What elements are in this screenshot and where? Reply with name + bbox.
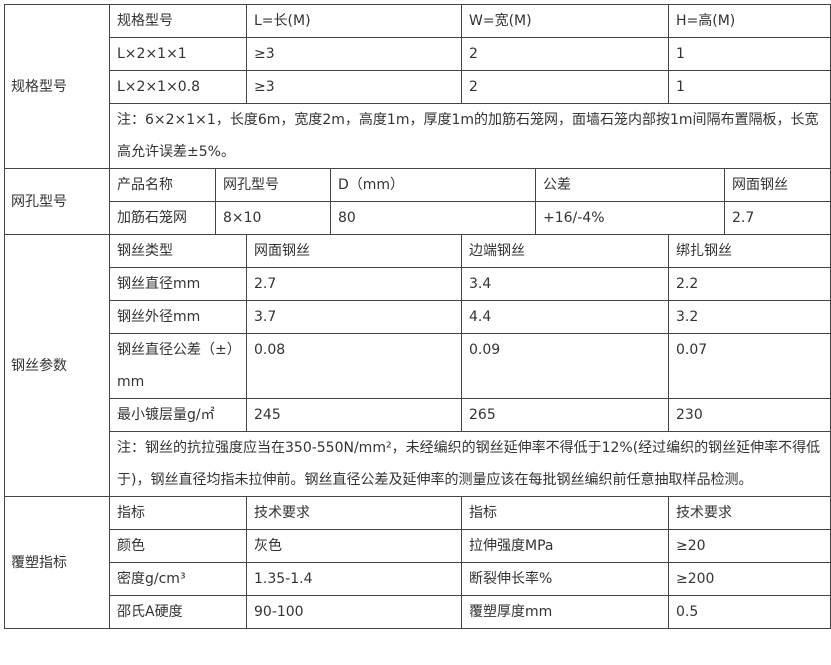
table-row: 密度g/cm³ 1.35-1.4 断裂伸长率% ≥200: [5, 562, 831, 596]
cell: 3.4: [461, 267, 669, 301]
cell: 断裂伸长率%: [461, 562, 669, 596]
cell: 230: [668, 398, 831, 432]
cell: 2.7: [724, 201, 831, 235]
cell: 2.2: [668, 267, 831, 301]
cell: 钢丝直径公差（±）mm: [109, 333, 247, 399]
cell: 灰色: [246, 529, 462, 563]
cell: 1: [668, 37, 831, 71]
header-cell: 钢丝类型: [109, 234, 247, 268]
cell: 3.2: [668, 300, 831, 334]
header-cell: 指标: [461, 496, 669, 530]
cell: +16/-4%: [535, 201, 725, 235]
header-cell: 绑扎钢丝: [668, 234, 831, 268]
mesh-table: 网孔型号 产品名称 网孔型号 D（mm） 公差 网面钢丝 加筋石笼网 8×10 …: [4, 168, 831, 235]
header-cell: 技术要求: [246, 496, 462, 530]
cell: 覆塑厚度mm: [461, 595, 669, 629]
cell: 0.5: [668, 595, 831, 629]
cell: 钢丝直径mm: [109, 267, 247, 301]
note: 注：6×2×1×1，长度6m，宽度2m，高度1m，厚度1m的加筋石笼网，面墙石笼…: [109, 103, 831, 169]
table-row: 最小镀层量g/㎡ 245 265 230: [5, 398, 831, 432]
header-cell: 规格型号: [109, 4, 247, 38]
header-cell: 边端钢丝: [461, 234, 669, 268]
cell: 265: [461, 398, 669, 432]
section-label: 覆塑指标: [4, 496, 110, 629]
header-cell: 网面钢丝: [246, 234, 462, 268]
header-cell: D（mm）: [330, 168, 536, 202]
wire-coating-table: 钢丝参数 钢丝类型 网面钢丝 边端钢丝 绑扎钢丝 钢丝直径mm 2.7 3.4 …: [4, 234, 831, 629]
cell: 80: [330, 201, 536, 235]
header-cell: W=宽(M): [461, 4, 669, 38]
table-row: L×2×1×1 ≥3 2 1: [5, 37, 831, 71]
cell: 8×10: [215, 201, 331, 235]
section-label: 网孔型号: [4, 168, 110, 235]
table-row: 加筋石笼网 8×10 80 +16/-4% 2.7: [5, 201, 831, 235]
section-label: 钢丝参数: [4, 234, 110, 497]
cell: ≥3: [246, 37, 462, 71]
cell: L×2×1×0.8: [109, 70, 247, 104]
cell: 0.09: [461, 333, 669, 399]
header-cell: H=高(M): [668, 4, 831, 38]
header-cell: 技术要求: [668, 496, 831, 530]
cell: 2: [461, 37, 669, 71]
header-cell: 网面钢丝: [724, 168, 831, 202]
spec-document: 规格型号 规格型号 L=长(M) W=宽(M) H=高(M) L×2×1×1 ≥…: [4, 4, 831, 629]
spec-table: 规格型号 规格型号 L=长(M) W=宽(M) H=高(M) L×2×1×1 ≥…: [4, 4, 831, 169]
table-row: 钢丝直径mm 2.7 3.4 2.2: [5, 267, 831, 301]
table-row: 钢丝外径mm 3.7 4.4 3.2: [5, 300, 831, 334]
cell: 3.7: [246, 300, 462, 334]
table-row: 覆塑指标 指标 技术要求 指标 技术要求: [4, 496, 831, 629]
cell: 90-100: [246, 595, 462, 629]
section-label: 规格型号: [4, 4, 110, 169]
cell: ≥20: [668, 529, 831, 563]
cell: 加筋石笼网: [109, 201, 216, 235]
table-row: 钢丝参数 钢丝类型 网面钢丝 边端钢丝 绑扎钢丝: [4, 234, 831, 497]
cell: 1.35-1.4: [246, 562, 462, 596]
cell: 2.7: [246, 267, 462, 301]
header-cell: 网孔型号: [215, 168, 331, 202]
header-cell: L=长(M): [246, 4, 462, 38]
header-cell: 产品名称: [109, 168, 216, 202]
cell: 0.08: [246, 333, 462, 399]
table-row: 颜色 灰色 拉伸强度MPa ≥20: [5, 529, 831, 563]
cell: 邵氏A硬度: [109, 595, 247, 629]
table-row: 注：钢丝的抗拉强度应当在350-550N/mm²，未经编织的钢丝延伸率不得低于1…: [5, 431, 831, 497]
table-row: 规格型号 规格型号 L=长(M) W=宽(M) H=高(M): [4, 4, 831, 169]
table-row: 注：6×2×1×1，长度6m，宽度2m，高度1m，厚度1m的加筋石笼网，面墙石笼…: [5, 103, 831, 169]
cell: 最小镀层量g/㎡: [109, 398, 247, 432]
cell: 钢丝外径mm: [109, 300, 247, 334]
header-cell: 指标: [109, 496, 247, 530]
cell: 密度g/cm³: [109, 562, 247, 596]
cell: 颜色: [109, 529, 247, 563]
table-row: 钢丝直径公差（±）mm 0.08 0.09 0.07: [5, 333, 831, 399]
table-row: L×2×1×0.8 ≥3 2 1: [5, 70, 831, 104]
cell: 4.4: [461, 300, 669, 334]
header-cell: 公差: [535, 168, 725, 202]
table-row: 网孔型号 产品名称 网孔型号 D（mm） 公差 网面钢丝: [4, 168, 831, 235]
cell: 拉伸强度MPa: [461, 529, 669, 563]
cell: 245: [246, 398, 462, 432]
note: 注：钢丝的抗拉强度应当在350-550N/mm²，未经编织的钢丝延伸率不得低于1…: [109, 431, 831, 497]
table-row: 邵氏A硬度 90-100 覆塑厚度mm 0.5: [5, 595, 831, 629]
cell: L×2×1×1: [109, 37, 247, 71]
cell: 0.07: [668, 333, 831, 399]
cell: ≥3: [246, 70, 462, 104]
cell: 2: [461, 70, 669, 104]
cell: 1: [668, 70, 831, 104]
cell: ≥200: [668, 562, 831, 596]
